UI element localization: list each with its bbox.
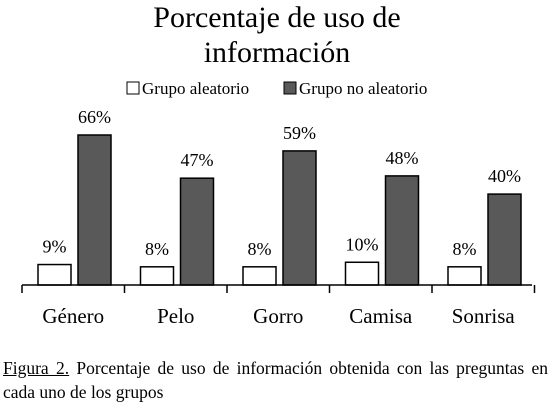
legend-swatch-grupo-aleatorio (126, 81, 140, 95)
data-label-grupo-aleatorio-3: 10% (346, 234, 379, 254)
data-label-grupo-aleatorio-2: 8% (248, 239, 272, 259)
data-label-grupo-aleatorio-0: 9% (43, 237, 67, 257)
plot-area: 9% 66% Género 8% 47% Pelo 8% 59% Gorro 10% 48% Cami… (37, 107, 522, 328)
chart-legend: Grupo aleatorio Grupo no aleatorio (126, 79, 427, 98)
bar-grupo-aleatorio-3 (344, 261, 380, 286)
bar-grupo-no-aleatorio-2 (282, 150, 317, 286)
legend-label-grupo-aleatorio: Grupo aleatorio (142, 79, 249, 98)
figure-caption-text: Porcentaje de uso de información obtenid… (3, 358, 548, 402)
bar-grupo-no-aleatorio-1 (179, 177, 215, 286)
legend-swatch-grupo-no-aleatorio (283, 81, 297, 95)
data-label-grupo-no-aleatorio-3: 48% (386, 148, 419, 168)
bar-grupo-no-aleatorio-4 (487, 193, 522, 286)
data-label-grupo-no-aleatorio-2: 59% (283, 123, 316, 143)
data-label-grupo-aleatorio-1: 8% (145, 239, 169, 259)
legend-label-grupo-no-aleatorio: Grupo no aleatorio (299, 79, 427, 98)
chart-title-line-1: Porcentaje de uso de (153, 1, 400, 34)
x-tick-label-2: Gorro (253, 304, 303, 328)
x-tick-label-0: Género (42, 304, 104, 328)
bar-grupo-aleatorio-0 (37, 263, 72, 286)
data-label-grupo-no-aleatorio-1: 47% (181, 150, 214, 170)
x-tick-label-1: Pelo (157, 304, 194, 328)
data-label-grupo-no-aleatorio-0: 66% (78, 107, 111, 127)
data-label-grupo-no-aleatorio-4: 40% (488, 166, 521, 186)
bar-grupo-no-aleatorio-3 (384, 175, 420, 286)
bar-grupo-aleatorio-1 (139, 266, 175, 286)
chart-title-line-2: información (204, 36, 351, 69)
bar-grupo-no-aleatorio-0 (77, 134, 112, 286)
bar-grupo-aleatorio-2 (242, 266, 277, 286)
bar-chart: Porcentaje de uso de información Grupo a… (21, 1, 536, 328)
data-label-grupo-aleatorio-4: 8% (453, 239, 477, 259)
x-tick-label-4: Sonrisa (452, 304, 516, 328)
figure-caption-label: Figura 2. (3, 358, 70, 378)
x-tick-label-3: Camisa (349, 304, 413, 328)
figure-caption: Figura 2. Porcentaje de uso de informaci… (3, 356, 548, 404)
bar-grupo-aleatorio-4 (447, 266, 482, 286)
